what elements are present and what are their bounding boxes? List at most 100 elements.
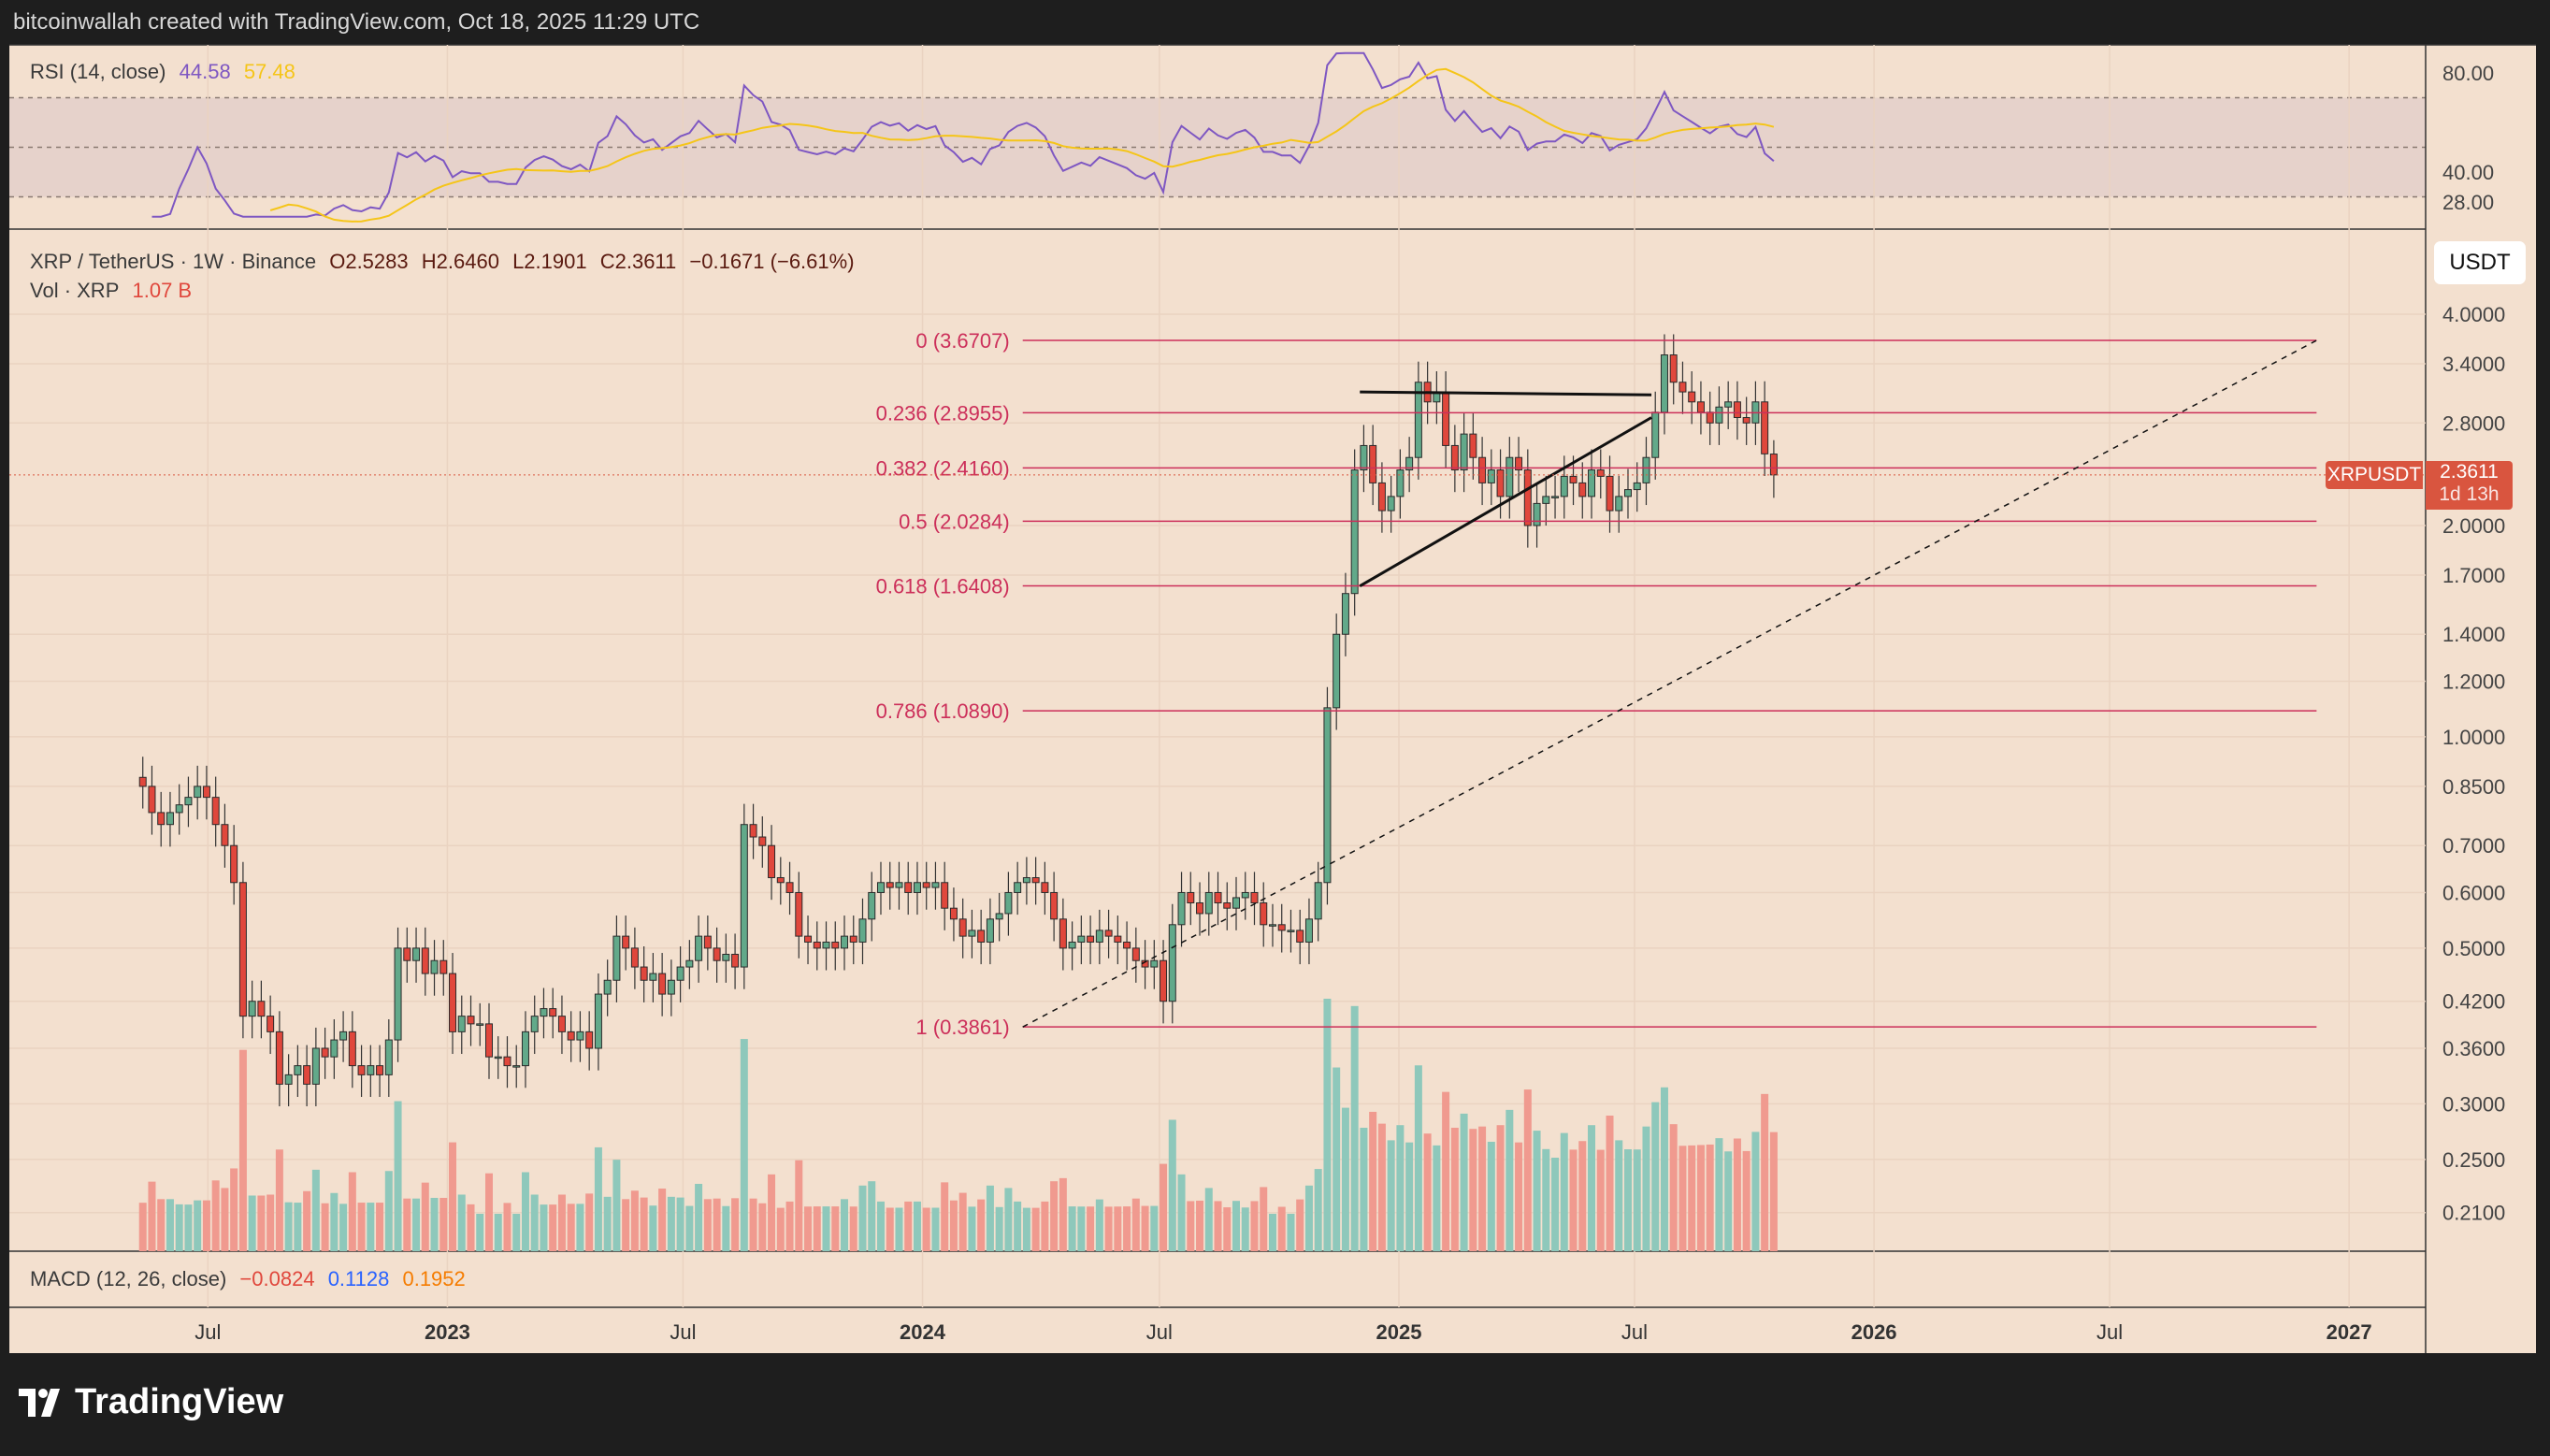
volume-bar (484, 1173, 493, 1251)
candle-body (1606, 475, 1614, 512)
rsi-value: 44.58 (179, 60, 231, 83)
price-legend[interactable]: XRP / TetherUS · 1W · Binance O2.5283 H2… (30, 250, 862, 274)
volume-bar (1087, 1206, 1095, 1251)
candle (995, 892, 1003, 942)
volume-bar (530, 1194, 539, 1251)
volume-legend[interactable]: Vol · XRP 1.07 B (30, 279, 199, 303)
volume-bar (184, 1204, 193, 1251)
candle (1150, 940, 1159, 989)
candle (467, 995, 475, 1046)
candle-body (1633, 482, 1641, 491)
price-tick-label: 0.5000 (2442, 937, 2505, 960)
candle-body (1068, 941, 1076, 949)
candle-body (412, 947, 421, 961)
candle-body (1059, 918, 1067, 949)
candle-body (430, 959, 439, 974)
candle (895, 861, 903, 910)
volume-bar (230, 1168, 238, 1251)
candle (439, 940, 448, 996)
volume-bar (931, 1207, 940, 1251)
candle (1004, 872, 1013, 936)
volume-bar (904, 1201, 913, 1251)
candle-body (403, 947, 411, 961)
candle (1588, 449, 1596, 519)
rsi-ma-line (269, 67, 1775, 223)
volume-bar (303, 1190, 311, 1251)
macd-legend[interactable]: MACD (12, 26, close) −0.0824 0.1128 0.19… (30, 1267, 473, 1291)
candle-body (1095, 930, 1103, 943)
candle (1268, 903, 1276, 947)
candle (1396, 449, 1405, 519)
time-tick-label: 2027 (2327, 1320, 2372, 1344)
candle (1596, 449, 1605, 499)
volume-bar (430, 1197, 439, 1251)
candle (194, 765, 202, 820)
rsi-line (151, 51, 1775, 218)
tradingview-logo[interactable]: TradingView (19, 1382, 283, 1422)
volume-label: Vol · XRP (30, 279, 120, 302)
trendline-resistance (1360, 390, 1652, 396)
candle-body (1087, 935, 1095, 943)
rsi-legend[interactable]: RSI (14, close) 44.58 57.48 (30, 60, 303, 84)
candle-body (1214, 891, 1222, 904)
volume-bar (1260, 1187, 1268, 1251)
volume-bar (1041, 1201, 1049, 1251)
volume-bar (1423, 1133, 1432, 1251)
candle (1724, 381, 1733, 429)
volume-bar (612, 1160, 621, 1251)
candle-body (1578, 482, 1587, 497)
candle-body (1369, 444, 1377, 483)
candle-body (1542, 496, 1550, 504)
candle (494, 1036, 502, 1079)
candle-body (1733, 401, 1741, 419)
candle-body (557, 1016, 566, 1032)
price-tick-label: 0.3000 (2442, 1092, 2505, 1116)
trendline-support (1359, 416, 1652, 587)
candle (612, 915, 621, 1002)
candle (294, 1045, 302, 1098)
chart-area[interactable] (9, 45, 2536, 1353)
volume-bar (403, 1198, 411, 1251)
candle (858, 898, 867, 965)
candle (248, 980, 256, 1039)
volume-bar (1050, 1181, 1059, 1251)
volume-bar (1569, 1149, 1578, 1251)
candle (311, 1027, 320, 1107)
volume-bar (876, 1201, 885, 1251)
close-value: C2.3611 (599, 250, 677, 273)
candle-body (1314, 882, 1322, 920)
candle-body (1706, 411, 1714, 424)
volume-bar (1450, 1127, 1459, 1251)
currency-button[interactable]: USDT (2434, 241, 2526, 284)
candle (986, 898, 994, 965)
volume-bar (1660, 1087, 1668, 1251)
candle-body (685, 959, 694, 968)
candle (1405, 437, 1414, 493)
candle-body (1469, 433, 1477, 458)
candle-body (986, 918, 994, 943)
candle-body (1204, 891, 1213, 915)
candle (1223, 882, 1232, 930)
candle (968, 909, 976, 959)
low-value: L2.1901 (512, 250, 587, 273)
candle-body (713, 947, 721, 961)
candle (184, 776, 193, 828)
candle-body (1623, 489, 1632, 497)
candle-body (1022, 877, 1030, 884)
volume-bar (1341, 1107, 1349, 1251)
price-tick-label: 0.2500 (2442, 1148, 2505, 1172)
candle-body (740, 824, 748, 968)
volume-bar (995, 1206, 1003, 1251)
candle (667, 959, 675, 1016)
candle-body (995, 913, 1003, 920)
candle-body (1769, 454, 1778, 476)
candle (449, 953, 457, 1055)
candle-body (1323, 707, 1332, 884)
candle-body (1669, 354, 1678, 383)
volume-bar (1433, 1145, 1441, 1251)
candle-body (175, 804, 183, 814)
candle (585, 1011, 594, 1071)
volume-bar (376, 1203, 384, 1251)
candle-body (1551, 496, 1560, 498)
